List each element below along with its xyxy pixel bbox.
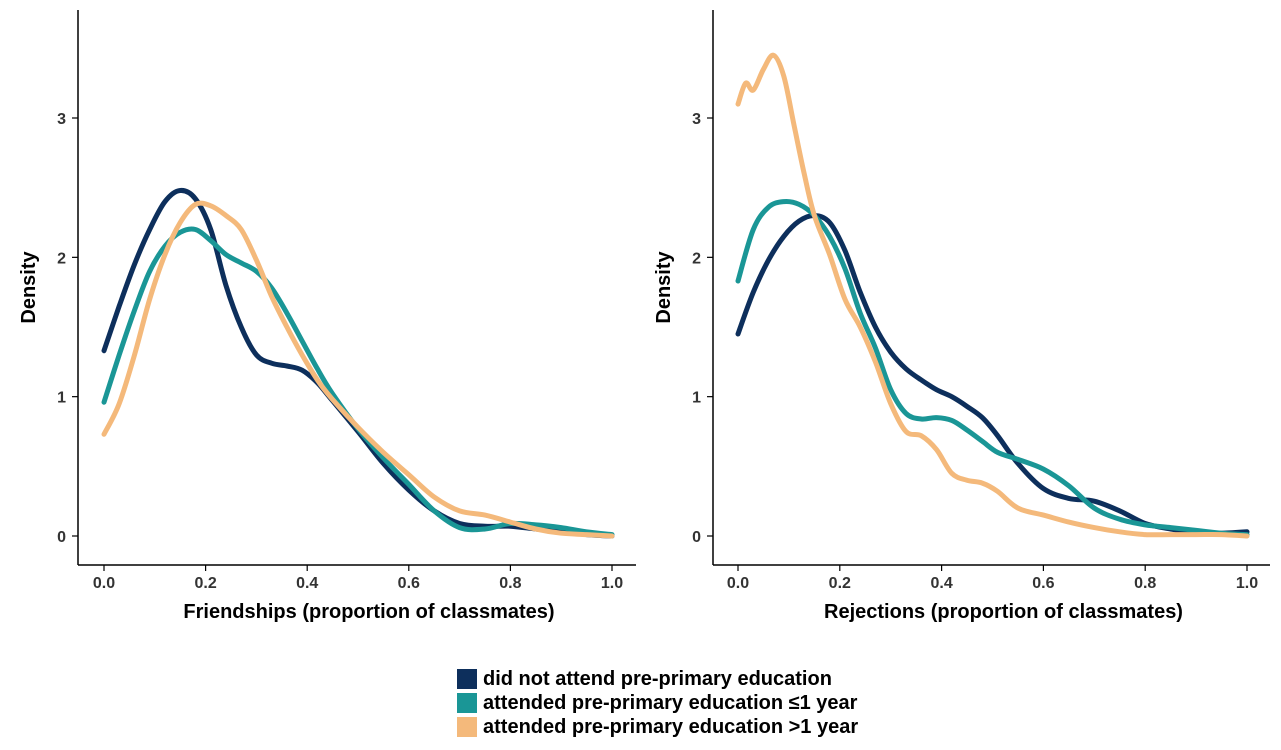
friendships-x-tick-label: 0.4 (296, 575, 318, 592)
friendships-y-tick-label: 0 (57, 529, 66, 546)
friendships-x-tick-label: 1.0 (601, 575, 623, 592)
rejections-y-tick-label: 3 (692, 111, 701, 128)
friendships-y-tick-label: 3 (57, 111, 66, 128)
friendships-x-axis-title: Friendships (proportion of classmates) (183, 601, 554, 623)
rejections-y-tick-label: 2 (692, 250, 701, 267)
rejections-x-tick-label: 0.2 (829, 575, 851, 592)
rejections-y-axis-title: Density (653, 251, 675, 324)
legend-label-not-attended: did not attend pre-primary education (483, 667, 832, 690)
rejections-y-tick-label: 1 (692, 390, 701, 407)
rejections-density-panel: 0.0 0.2 0.4 0.6 0.8 1.0 0 1 2 3 Rejections (propor… (653, 10, 1270, 623)
rejections-x-tick-label: 0.6 (1032, 575, 1054, 592)
friendships-x-tick-label: 0.2 (194, 575, 216, 592)
friendships-x-tick-label: 0.8 (499, 575, 521, 592)
friendships-line-over-1-year (101, 200, 615, 539)
legend-swatch-not-attended (457, 669, 477, 689)
friendships-y-tick-label: 1 (57, 390, 66, 407)
rejections-x-tick-label: 1.0 (1236, 575, 1258, 592)
rejections-x-axis-title: Rejections (proportion of classmates) (824, 601, 1183, 623)
friendships-line-up-to-1-year (101, 226, 615, 538)
rejections-y-tick-label: 0 (692, 529, 701, 546)
friendships-x-tick-label: 0.6 (398, 575, 420, 592)
legend-item-up-to-1-year: attended pre-primary education ≤1 year (457, 691, 858, 715)
friendships-x-tick-label: 0.0 (93, 575, 115, 592)
legend-item-over-1-year: attended pre-primary education >1 year (457, 715, 858, 739)
rejections-x-tick-label: 0.8 (1134, 575, 1156, 592)
rejections-line-not-attended (735, 212, 1250, 537)
rejections-x-tick-label: 0.0 (727, 575, 749, 592)
legend-swatch-up-to-1-year (457, 693, 477, 713)
friendships-y-tick-label: 2 (57, 250, 66, 267)
friendships-line-not-attended (101, 187, 615, 539)
rejections-line-over-1-year (735, 52, 1250, 539)
friendships-density-panel: 0.0 0.2 0.4 0.6 0.8 1.0 0 1 2 3 Friendships (propo… (18, 10, 636, 623)
legend-item-not-attended: did not attend pre-primary education (457, 667, 858, 691)
friendships-y-axis-title: Density (18, 251, 40, 324)
rejections-x-tick-label: 0.4 (930, 575, 952, 592)
legend-label-up-to-1-year: attended pre-primary education ≤1 year (483, 691, 858, 714)
legend-swatch-over-1-year (457, 717, 477, 737)
legend: did not attend pre-primary education att… (457, 667, 858, 739)
legend-label-over-1-year: attended pre-primary education >1 year (483, 715, 859, 738)
rejections-line-up-to-1-year (735, 198, 1250, 538)
